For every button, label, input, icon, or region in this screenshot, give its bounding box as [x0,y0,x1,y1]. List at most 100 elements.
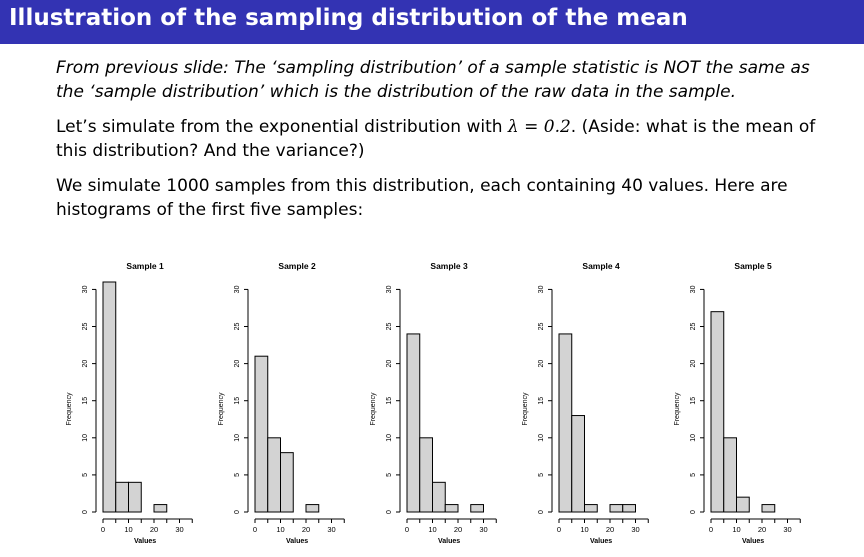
chart-5-x-label: Values [742,538,764,545]
chart-1-bar [102,281,117,513]
chart-1-bar [128,481,142,513]
chart-5-y-tick-label: 10 [690,434,697,442]
chart-4-bar [584,504,598,513]
chart-2-y-tick-label: 10 [234,434,241,442]
chart-1-y-tick-label: 0 [82,510,89,514]
chart-1-bar [153,504,168,513]
chart-2-x-tick-label: 0 [253,525,257,534]
chart-2-x-label: Values [286,538,308,545]
chart-5-bar [761,504,776,513]
chart-3-title: Sample 3 [430,261,468,271]
chart-2-y-tick-label: 20 [234,360,241,368]
chart-5-bar [736,496,750,513]
chart-2-y-tick-label: 15 [234,397,241,405]
chart-3-y-tick-label: 20 [386,360,393,368]
chart-4-y-label: Frequency [522,392,529,426]
chart-4-y-tick-label: 0 [538,510,545,514]
chart-4-x-label: Values [590,538,612,545]
chart-3-x-label: Values [438,538,460,545]
lambda-expression: λ = 0.2 [507,117,571,137]
chart-3-bar [444,504,459,513]
chart-3-bar [470,504,484,513]
chart-3-x-tick-label: 10 [428,525,436,534]
chart-4-y-tick-label: 15 [538,397,545,405]
chart-4-x-tick-label: 30 [631,525,639,534]
chart-4-y-tick-label: 5 [538,473,545,477]
chart-2-y-label: Frequency [218,392,225,426]
chart-4-x-tick-label: 0 [557,525,561,534]
chart-3-x-tick-label: 20 [454,525,462,534]
chart-2-y-tick-label: 25 [234,323,241,331]
chart-1-y-tick-label: 5 [82,473,89,477]
chart-3-y-tick-label: 25 [386,323,393,331]
paragraph-simulate: Let’s simulate from the exponential dist… [56,115,836,163]
chart-4-y-tick-label: 25 [538,323,545,331]
chart-5-x-tick-label: 0 [709,525,713,534]
chart-5-y-tick-label: 30 [690,285,697,293]
chart-1-y-tick-label: 15 [82,397,89,405]
chart-5-y-tick-label: 0 [690,510,697,514]
paragraph-simulate-post: . (Aside: what is the mean of this distr… [56,117,816,161]
chart-2-title: Sample 2 [278,261,316,271]
chart-5-title: Sample 5 [734,261,772,271]
chart-4-bar [571,415,585,513]
chart-3-y-tick-label: 15 [386,397,393,405]
chart-2-bar [305,504,320,513]
chart-3-x-tick-label: 30 [479,525,487,534]
chart-3-bar [432,481,446,513]
chart-2-y-tick-label: 5 [234,473,241,477]
chart-5-y-tick-label: 20 [690,360,697,368]
chart-2-bar [254,355,269,513]
chart-2-x-tick-label: 30 [327,525,335,534]
histogram-panel: Sample 1 0 5 10 15 20 25 30 Frequency 0 10 20 30 Valu… [66,261,801,545]
chart-3-x-tick-label: 0 [405,525,409,534]
chart-3-bar [406,333,421,513]
chart-4-bar [558,333,573,513]
chart-4-x-tick-label: 10 [580,525,588,534]
chart-2-x-tick-label: 10 [276,525,284,534]
chart-2-y-tick-label: 0 [234,510,241,514]
paragraph-simulate-pre: Let’s simulate from the exponential dist… [56,117,508,137]
chart-2-x-tick-label: 20 [302,525,310,534]
chart-3-y-tick-label: 5 [386,473,393,477]
chart-2-bar [280,452,294,513]
chart-1-x-tick-label: 20 [150,525,158,534]
chart-5-y-tick-label: 15 [690,397,697,405]
chart-5-x-tick-label: 10 [732,525,740,534]
chart-1-y-label: Frequency [66,392,73,426]
chart-4-title: Sample 4 [582,261,620,271]
chart-1-x-tick-label: 10 [124,525,132,534]
chart-5-x-tick-label: 30 [783,525,791,534]
chart-1-y-tick-label: 30 [82,285,89,293]
chart-1-y-tick-label: 20 [82,360,89,368]
chart-5-y-tick-label: 5 [690,473,697,477]
chart-1-bar [115,481,129,513]
chart-1-title: Sample 1 [126,261,164,271]
chart-4-y-tick-label: 30 [538,285,545,293]
chart-4-bar [609,504,624,513]
chart-5-y-label: Frequency [674,392,681,426]
chart-1-x-tick-label: 0 [101,525,105,534]
chart-4-y-tick-label: 10 [538,434,545,442]
paragraph-samples: We simulate 1000 samples from this distr… [56,176,788,220]
chart-1-y-tick-label: 10 [82,434,89,442]
chart-2-y-tick-label: 30 [234,285,241,293]
chart-4-x-tick-label: 20 [606,525,614,534]
chart-5-y-tick-label: 25 [690,323,697,331]
title-bar: Illustration of the sampling distributio… [0,0,864,44]
chart-3-y-tick-label: 30 [386,285,393,293]
chart-5-bar [723,437,737,513]
chart-1-x-tick-label: 30 [175,525,183,534]
chart-3-y-tick-label: 10 [386,434,393,442]
paragraph-previous-slide: From previous slide: The ‘sampling distr… [56,58,810,102]
chart-4-y-tick-label: 20 [538,360,545,368]
chart-1-x-label: Values [134,538,156,545]
chart-1-y-tick-label: 25 [82,323,89,331]
chart-3-bar [419,437,433,513]
chart-4-bar [622,504,636,513]
slide-title: Illustration of the sampling distributio… [9,5,688,31]
chart-3-y-tick-label: 0 [386,510,393,514]
chart-3-y-label: Frequency [370,392,377,426]
chart-2-bar [267,437,281,513]
chart-5-x-tick-label: 20 [758,525,766,534]
